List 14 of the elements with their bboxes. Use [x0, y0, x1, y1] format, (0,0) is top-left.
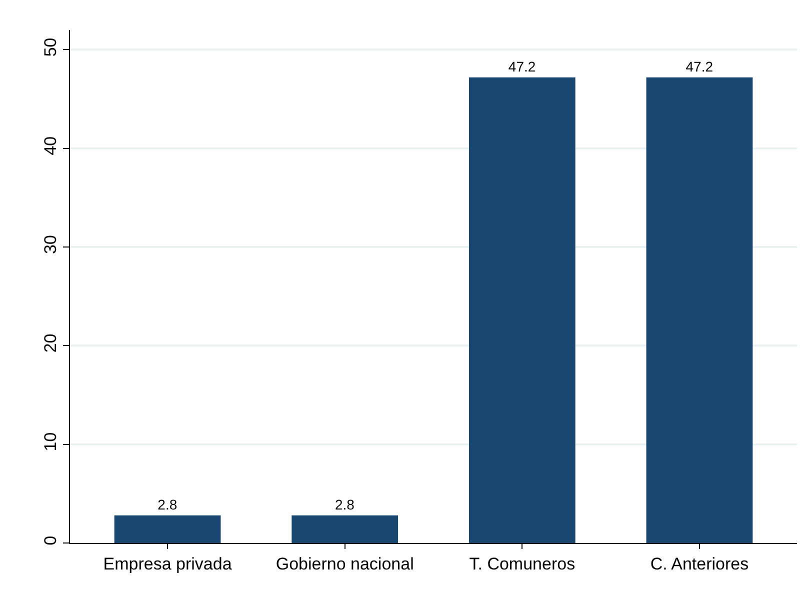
y-tick-label: 0: [41, 536, 60, 546]
data-label: 47.2: [686, 58, 714, 74]
data-label: 47.2: [508, 58, 536, 74]
y-tick-label: 40: [41, 136, 60, 156]
y-tick-label: 50: [41, 38, 60, 57]
x-tick-label: Gobierno nacional: [276, 554, 414, 574]
x-tick-label: C. Anteriores: [650, 554, 749, 574]
y-tick-label: 10: [41, 432, 60, 452]
y-tick-label: 30: [41, 235, 60, 254]
data-label: 2.8: [158, 496, 178, 512]
x-tick-label: Empresa privada: [103, 554, 232, 574]
data-label: 2.8: [335, 496, 355, 512]
x-tick-label: T. Comuneros: [469, 554, 576, 574]
y-tick-label: 20: [41, 334, 60, 353]
